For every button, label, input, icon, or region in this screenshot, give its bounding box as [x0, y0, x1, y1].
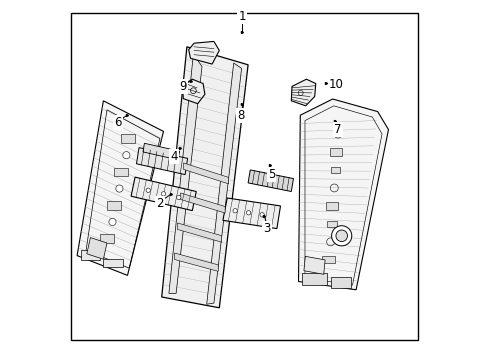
Polygon shape [174, 253, 218, 271]
Circle shape [335, 230, 347, 242]
Circle shape [146, 188, 150, 192]
Bar [100, 234, 114, 243]
Bar [121, 134, 135, 143]
Polygon shape [177, 223, 221, 242]
Polygon shape [180, 193, 224, 213]
Circle shape [331, 226, 351, 246]
Circle shape [246, 211, 250, 215]
Bar [107, 201, 121, 210]
Circle shape [232, 209, 237, 213]
Circle shape [122, 152, 130, 159]
Bar [114, 167, 128, 176]
Polygon shape [298, 99, 387, 290]
Text: 1: 1 [238, 10, 245, 23]
Bar [325, 202, 338, 210]
Circle shape [260, 213, 264, 217]
Polygon shape [136, 148, 187, 175]
Circle shape [161, 192, 165, 196]
Circle shape [109, 218, 116, 225]
Bar [330, 167, 340, 173]
Polygon shape [303, 256, 325, 274]
Text: 10: 10 [328, 78, 343, 91]
Text: 4: 4 [170, 150, 178, 163]
Bar [330, 277, 350, 288]
Bar [81, 250, 101, 260]
Polygon shape [291, 79, 315, 106]
Text: 8: 8 [237, 109, 244, 122]
Polygon shape [182, 79, 204, 104]
Text: 5: 5 [267, 168, 275, 181]
Polygon shape [142, 143, 179, 160]
Polygon shape [131, 177, 196, 211]
Polygon shape [188, 41, 219, 64]
Polygon shape [168, 54, 202, 293]
Polygon shape [223, 198, 280, 229]
Text: 3: 3 [263, 222, 270, 235]
Polygon shape [247, 170, 293, 192]
Text: 7: 7 [334, 123, 341, 136]
Bar [322, 256, 334, 264]
Text: 6: 6 [114, 116, 122, 129]
Polygon shape [183, 163, 228, 184]
Bar [329, 148, 342, 156]
Polygon shape [77, 101, 163, 275]
Circle shape [116, 185, 123, 192]
Circle shape [176, 195, 181, 199]
Bar [103, 259, 123, 267]
Bar [326, 221, 336, 227]
Polygon shape [206, 63, 241, 304]
Polygon shape [162, 47, 247, 308]
Text: 9: 9 [179, 80, 187, 93]
Bar [302, 273, 326, 285]
Polygon shape [87, 238, 107, 259]
Text: 2: 2 [156, 197, 163, 210]
